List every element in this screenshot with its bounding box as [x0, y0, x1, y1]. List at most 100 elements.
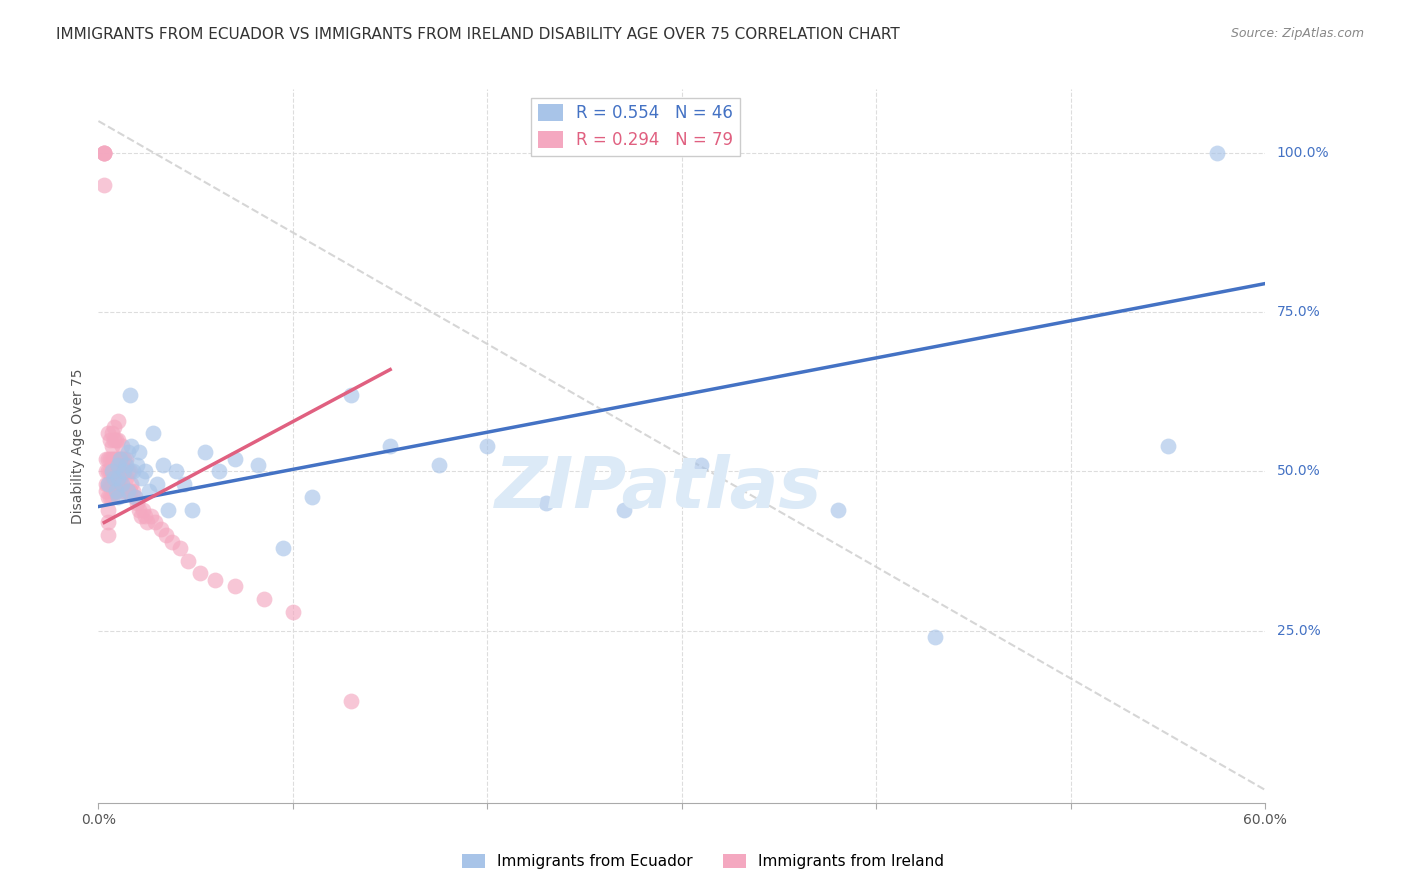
Point — [101, 477, 124, 491]
Point — [112, 465, 135, 479]
Point — [204, 573, 226, 587]
Point — [253, 591, 276, 606]
Point — [114, 471, 136, 485]
Point — [97, 426, 120, 441]
Point — [101, 439, 124, 453]
Point — [98, 451, 121, 466]
Point — [118, 388, 141, 402]
Point — [165, 465, 187, 479]
Point — [104, 483, 127, 498]
Point — [111, 439, 134, 453]
Point — [142, 426, 165, 441]
Point — [111, 477, 134, 491]
Point — [138, 483, 160, 498]
Point — [98, 465, 121, 479]
Point — [117, 483, 139, 498]
Point — [173, 477, 195, 491]
Text: 75.0%: 75.0% — [1277, 305, 1320, 319]
Point — [1157, 439, 1180, 453]
Point — [93, 145, 115, 160]
Point — [177, 554, 200, 568]
Point — [124, 490, 146, 504]
Point — [107, 465, 129, 479]
Point — [97, 477, 120, 491]
Point — [128, 502, 150, 516]
Text: Source: ZipAtlas.com: Source: ZipAtlas.com — [1230, 27, 1364, 40]
Point — [96, 483, 118, 498]
Point — [117, 445, 139, 459]
Point — [98, 433, 121, 447]
Point — [111, 483, 134, 498]
Point — [690, 458, 713, 472]
Point — [114, 451, 136, 466]
Point — [208, 465, 231, 479]
Point — [139, 509, 162, 524]
Point — [107, 458, 129, 472]
Point — [132, 502, 155, 516]
Point — [107, 413, 129, 427]
Y-axis label: Disability Age Over 75: Disability Age Over 75 — [70, 368, 84, 524]
Point — [127, 458, 149, 472]
Point — [111, 451, 134, 466]
Point — [108, 451, 131, 466]
Text: 100.0%: 100.0% — [1277, 146, 1329, 160]
Point — [224, 579, 246, 593]
Point — [97, 516, 120, 530]
Point — [271, 541, 294, 555]
Point — [101, 465, 124, 479]
Point — [121, 477, 143, 491]
Point — [97, 528, 120, 542]
Point — [134, 465, 156, 479]
Point — [104, 465, 127, 479]
Point — [96, 451, 118, 466]
Point — [104, 451, 127, 466]
Point — [1205, 145, 1227, 160]
Point — [477, 439, 499, 453]
Point — [107, 451, 129, 466]
Point — [98, 490, 121, 504]
Point — [534, 496, 557, 510]
Point — [101, 490, 124, 504]
Point — [93, 178, 115, 192]
Point — [108, 451, 131, 466]
Point — [127, 496, 149, 510]
Point — [122, 483, 145, 498]
Point — [162, 534, 184, 549]
Point — [97, 465, 120, 479]
Point — [107, 477, 129, 491]
Point — [301, 490, 323, 504]
Point — [924, 630, 946, 644]
Point — [380, 439, 402, 453]
Point — [157, 502, 180, 516]
Point — [96, 465, 118, 479]
Point — [112, 451, 135, 466]
Point — [427, 458, 450, 472]
Point — [103, 483, 125, 498]
Point — [103, 465, 125, 479]
Point — [107, 471, 129, 485]
Text: IMMIGRANTS FROM ECUADOR VS IMMIGRANTS FROM IRELAND DISABILITY AGE OVER 75 CORREL: IMMIGRANTS FROM ECUADOR VS IMMIGRANTS FR… — [56, 27, 900, 42]
Point — [224, 451, 246, 466]
Point — [143, 516, 166, 530]
Point — [124, 490, 146, 504]
Point — [118, 483, 141, 498]
Text: 25.0%: 25.0% — [1277, 624, 1320, 638]
Point — [827, 502, 849, 516]
Legend: R = 0.554   N = 46, R = 0.294   N = 79: R = 0.554 N = 46, R = 0.294 N = 79 — [531, 97, 740, 155]
Point — [117, 465, 139, 479]
Point — [96, 477, 118, 491]
Point — [111, 465, 134, 479]
Point — [129, 471, 152, 485]
Point — [134, 509, 156, 524]
Point — [108, 471, 131, 485]
Point — [114, 458, 136, 472]
Point — [180, 502, 202, 516]
Point — [121, 439, 143, 453]
Point — [122, 465, 145, 479]
Point — [112, 465, 135, 479]
Point — [107, 490, 129, 504]
Point — [107, 433, 129, 447]
Point — [613, 502, 636, 516]
Point — [103, 433, 125, 447]
Point — [155, 528, 177, 542]
